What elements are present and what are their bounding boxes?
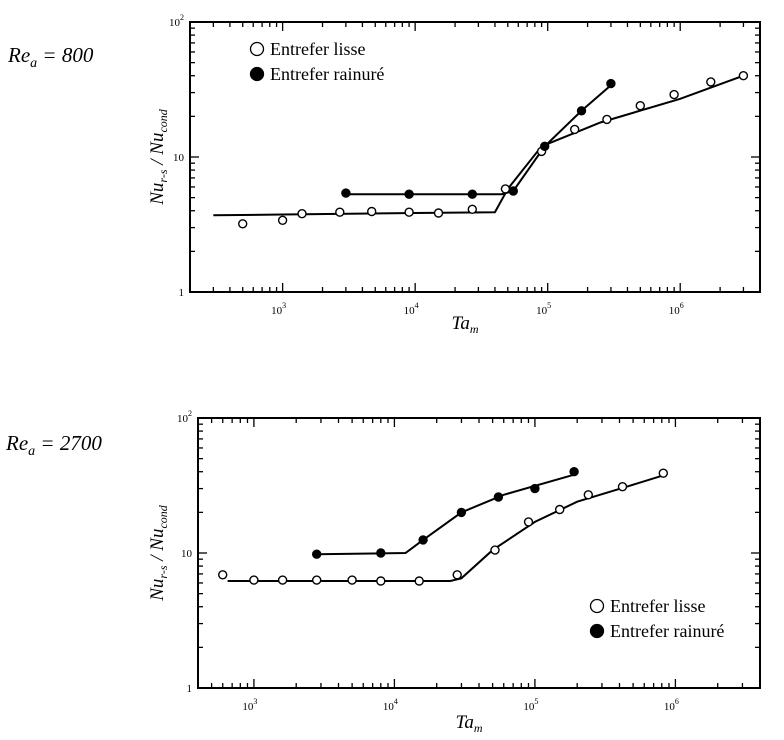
data-point-lisse [658,468,668,478]
y-axis-label: Nur-s / Nucond [147,504,170,602]
data-point-rainure [456,507,467,518]
data-point-lisse [237,219,248,229]
data-point-lisse [249,575,259,585]
chart-panel-1: 103 104 105 106 1 10 102 Rea = 800 Nur-s / Nucon… [7,13,761,336]
y-tick-label: 102 [169,13,184,29]
data-point-rainure [404,189,414,199]
data-point-lisse [335,207,345,217]
data-point-lisse [404,207,414,217]
data-point-lisse [602,114,612,125]
data-point-rainure [540,141,550,152]
data-point-lisse [500,184,511,194]
data-point-rainure [418,535,428,545]
x-tick-label: 105 [536,301,551,317]
x-tick-label: 103 [242,697,257,713]
data-point-lisse [738,70,749,81]
data-point-lisse [490,545,500,555]
data-point-lisse [570,124,580,135]
data-point-lisse [414,576,424,586]
data-point-rainure [493,492,504,502]
legend-label: Entrefer lisse [270,39,365,59]
chart-panel-2: 103 104 105 106 1 10 102 Rea = 2700 Nur-s / Nuco… [5,409,761,735]
data-point-rainure [341,188,351,198]
y-tick-label: 10 [173,152,185,164]
y-tick-label: 10 [181,548,193,560]
data-point-rainure [576,106,587,116]
x-axis-label: Tam [452,313,479,336]
series-line-lisse [227,473,666,582]
data-point-lisse [452,570,462,580]
data-point-lisse [312,575,322,585]
legend-marker [249,41,265,57]
x-tick-label: 105 [523,697,538,713]
y-axis-label: Nur-s / Nucond [147,108,170,206]
data-point-lisse [347,575,357,585]
legend-label: Entrefer lisse [610,596,705,616]
data-point-lisse [217,570,228,580]
legend-marker [589,623,605,639]
plot-frame [197,417,761,689]
x-tick-label: 104 [404,301,419,317]
legend-label: Entrefer rainuré [610,621,724,641]
legend-marker [589,598,605,614]
data-point-lisse [523,517,534,527]
x-tick-label: 106 [664,697,679,713]
data-point-lisse [635,100,645,111]
panel-title: Rea = 800 [7,43,94,71]
x-tick-label: 106 [669,301,684,317]
data-point-lisse [297,208,307,219]
data-point-lisse [583,490,593,500]
data-point-lisse [706,77,716,87]
panel-title: Rea = 2700 [5,431,102,459]
y-tick-label: 102 [177,409,192,425]
data-point-lisse [669,89,679,100]
data-point-lisse [617,482,628,492]
data-point-lisse [277,575,288,585]
data-point-lisse [555,504,565,515]
x-axis-label: Tam [456,712,483,735]
legend-label: Entrefer rainuré [270,64,384,84]
data-point-lisse [467,204,477,215]
data-point-lisse [376,576,386,586]
data-point-rainure [530,483,540,494]
data-point-rainure [467,189,477,199]
data-point-lisse [433,208,444,218]
plot-frame [189,21,761,293]
data-point-rainure [508,186,518,196]
y-tick-label: 1 [179,287,185,299]
series-line-rainure [316,473,575,556]
y-tick-label: 1 [187,683,193,695]
x-tick-label: 103 [271,301,286,317]
data-point-lisse [277,215,288,226]
series-line-rainure [345,84,612,196]
data-point-rainure [312,549,322,559]
legend-marker [249,66,265,82]
data-point-rainure [376,548,386,558]
x-tick-label: 104 [383,697,398,713]
data-point-lisse [367,206,377,217]
data-point-rainure [606,78,616,89]
data-point-rainure [569,467,579,477]
